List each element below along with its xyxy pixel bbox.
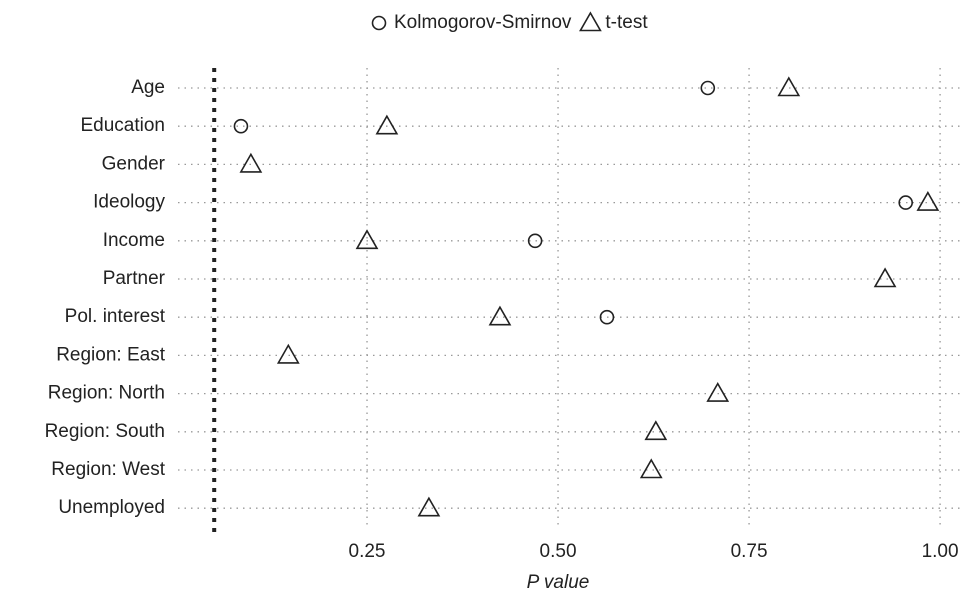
x-tick-label: 0.50 xyxy=(540,541,577,562)
y-tick-label: Partner xyxy=(103,268,166,289)
y-tick-label: Gender xyxy=(102,153,166,174)
point xyxy=(375,114,399,135)
y-tick-label: Pol. interest xyxy=(65,306,166,327)
point xyxy=(639,458,663,479)
y-tick-label: Region: East xyxy=(56,344,166,365)
legend-marker xyxy=(579,11,602,32)
point xyxy=(276,343,300,364)
point xyxy=(916,190,940,211)
legend-label: Kolmogorov-Smirnov xyxy=(394,12,572,33)
y-tick-label: Region: South xyxy=(45,421,165,442)
y-tick-label: Ideology xyxy=(93,192,165,213)
point xyxy=(527,233,543,249)
point xyxy=(233,118,249,134)
y-tick-label: Region: West xyxy=(51,459,165,480)
x-axis-label: P value xyxy=(527,572,590,593)
y-tick-label: Income xyxy=(103,230,165,251)
point xyxy=(700,80,716,96)
x-tick-label: 0.25 xyxy=(349,541,386,562)
x-tick-label: 1.00 xyxy=(922,541,959,562)
legend-marker xyxy=(371,15,387,31)
y-tick-label: Region: North xyxy=(48,383,165,404)
point xyxy=(706,381,730,402)
point xyxy=(355,229,379,250)
y-tick-label: Unemployed xyxy=(58,497,165,518)
point xyxy=(644,420,668,441)
point xyxy=(777,76,801,97)
y-tick-label: Education xyxy=(80,115,165,136)
legend-label: t-test xyxy=(605,12,648,33)
x-tick-label: 0.75 xyxy=(731,541,768,562)
y-tick-label: Age xyxy=(131,77,165,98)
point xyxy=(898,195,913,210)
point xyxy=(873,267,897,288)
point xyxy=(599,309,615,325)
point xyxy=(488,305,512,326)
point xyxy=(239,152,263,173)
point xyxy=(417,496,441,517)
